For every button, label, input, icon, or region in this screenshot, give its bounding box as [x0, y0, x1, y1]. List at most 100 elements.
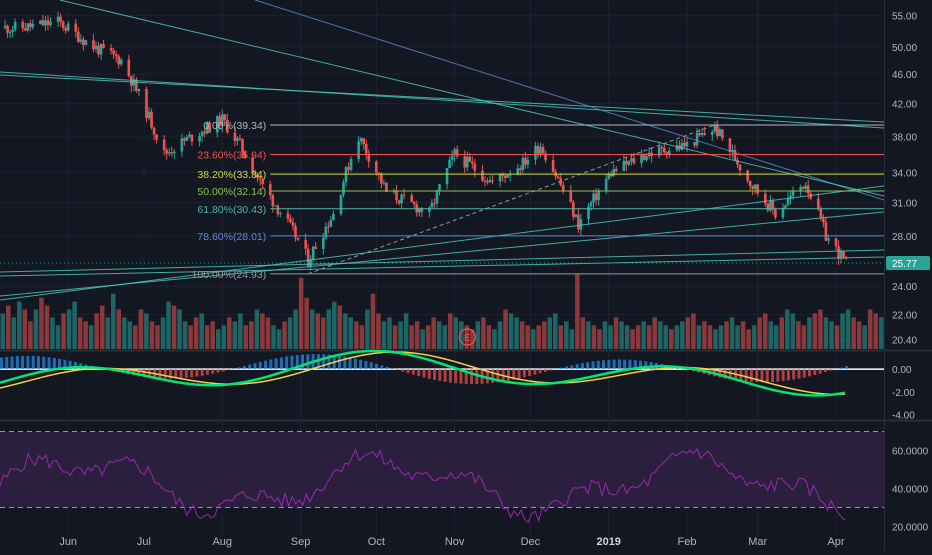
macd-histogram-bar	[275, 358, 278, 369]
candle-body	[57, 17, 60, 22]
volume-bar	[271, 325, 276, 349]
macd-histogram-bar	[766, 369, 769, 382]
y-tick-label: 42.00	[892, 100, 917, 111]
volume-bar	[752, 325, 757, 349]
volume-bar	[404, 313, 409, 349]
volume-bar	[437, 321, 442, 349]
macd-histogram-bar	[338, 356, 341, 369]
volume-bar	[288, 317, 293, 349]
candle-body	[74, 24, 77, 32]
volume-bar	[78, 317, 83, 349]
candle-body	[721, 129, 724, 138]
candle-body	[764, 193, 767, 203]
candle-body	[499, 174, 502, 181]
y-tick-label: 55.00	[892, 12, 917, 23]
candle-body	[375, 162, 378, 173]
macd-histogram-bar	[201, 369, 204, 376]
volume-bar	[177, 310, 182, 350]
candle-body	[754, 185, 757, 189]
volume-bar	[443, 325, 448, 349]
volume-bar	[233, 321, 238, 349]
candle-body	[719, 129, 722, 136]
volume-bar	[227, 317, 232, 349]
macd-histogram-bar	[602, 360, 605, 369]
candle-body	[509, 175, 512, 176]
candle-body	[82, 39, 85, 45]
candle-body	[825, 222, 828, 240]
candle-body	[572, 202, 575, 217]
volume-bar	[675, 325, 680, 349]
macd-histogram-bar	[613, 360, 616, 369]
candle-body	[14, 22, 17, 30]
rsi-tick-label: 40.0000	[892, 485, 929, 496]
candle-body	[607, 174, 610, 179]
volume-bar	[862, 325, 867, 349]
fib-level-label: 50.00%(32.14)	[197, 186, 266, 198]
candle-body	[767, 204, 770, 211]
candle-body	[383, 183, 386, 184]
volume-bar	[481, 317, 486, 349]
volume-bar	[774, 325, 779, 349]
macd-histogram-bar	[290, 356, 293, 369]
macd-histogram-bar	[628, 360, 631, 369]
candle-body	[645, 156, 648, 160]
macd-histogram-bar	[444, 369, 447, 382]
candle-body	[186, 137, 189, 141]
fib-level-label: 23.60%(35.94)	[197, 149, 266, 161]
macd-histogram-bar	[5, 357, 8, 369]
macd-histogram-bar	[280, 357, 283, 369]
volume-bar	[17, 302, 22, 349]
macd-histogram-bar	[576, 364, 579, 369]
macd-histogram-bar	[586, 362, 589, 369]
candle-body	[110, 48, 113, 51]
candle-body	[340, 195, 343, 214]
volume-bar	[531, 329, 536, 349]
fib-level-label: 78.60%(28.01)	[197, 231, 266, 243]
candle-body	[628, 161, 631, 164]
candle-body	[782, 208, 785, 218]
candle-body	[289, 219, 292, 222]
volume-bar	[34, 310, 39, 350]
candle-body	[80, 39, 83, 41]
candle-body	[612, 169, 615, 176]
candle-body	[277, 205, 280, 214]
candle-body	[130, 76, 133, 86]
volume-bar	[614, 317, 619, 349]
x-tick-label: Aug	[212, 536, 232, 548]
volume-bar	[619, 321, 624, 349]
macd-histogram-bar	[217, 369, 220, 373]
volume-bar	[266, 317, 271, 349]
candle-body	[522, 158, 525, 170]
candle-body	[6, 26, 9, 33]
macd-histogram-bar	[845, 366, 848, 369]
macd-histogram-bar	[518, 369, 521, 378]
candle-body	[188, 135, 191, 137]
macd-histogram-bar	[264, 361, 267, 369]
y-tick-label: 46.00	[892, 70, 917, 81]
candle-body	[686, 142, 689, 147]
volume-bar	[83, 321, 88, 349]
macd-histogram-bar	[243, 366, 246, 369]
candle-body	[42, 20, 45, 25]
candle-body	[153, 128, 156, 135]
candle-body	[842, 251, 845, 257]
volume-bar	[172, 306, 177, 349]
volume-bar	[680, 321, 685, 349]
macd-histogram-bar	[423, 369, 426, 377]
candle-body	[580, 219, 583, 229]
macd-histogram-bar	[433, 369, 436, 380]
macd-histogram-bar	[565, 367, 568, 370]
candle-body	[95, 46, 98, 50]
candle-body	[468, 157, 471, 162]
volume-bar	[194, 317, 199, 349]
macd-histogram-bar	[570, 365, 573, 369]
candle-body	[630, 158, 633, 161]
y-tick-label: 22.00	[892, 311, 917, 322]
volume-bar	[222, 325, 227, 349]
volume-bar	[72, 302, 77, 349]
candle-body	[436, 190, 439, 203]
volume-bar	[260, 313, 265, 349]
volume-bar	[255, 310, 260, 350]
